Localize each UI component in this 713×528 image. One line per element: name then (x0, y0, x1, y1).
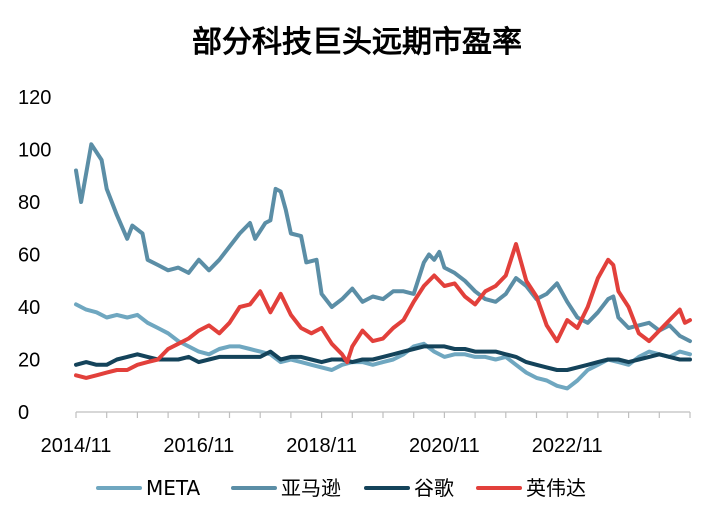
series-line-1 (74, 142, 692, 344)
chart-legend: META 亚马逊 谷歌 英伟达 (96, 476, 586, 500)
y-tick-label: 80 (18, 192, 40, 214)
legend-label: META (146, 476, 201, 500)
chart-title: 部分科技巨头远期市盈率 (192, 25, 522, 60)
series-layer (74, 142, 692, 391)
legend-label: 谷歌 (414, 476, 454, 500)
y-tick-label: 40 (18, 297, 40, 319)
x-tick-label: 2022/11 (532, 435, 603, 457)
x-tick-label: 2020/11 (409, 435, 480, 457)
y-tick-label: 0 (18, 402, 29, 424)
y-tick-label: 120 (18, 87, 51, 109)
x-tick-label: 2016/11 (163, 435, 234, 457)
y-tick-label: 20 (18, 350, 40, 372)
y-tick-label: 60 (18, 245, 40, 267)
x-tick-label: 2018/11 (286, 435, 357, 457)
series-line-2 (74, 344, 692, 372)
legend-label: 亚马逊 (281, 476, 341, 500)
series-line-3 (74, 242, 692, 380)
legend-label: 英伟达 (526, 476, 586, 500)
series-line-0 (74, 302, 692, 391)
y-tick-label: 100 (18, 140, 51, 162)
x-tick-label: 2014/11 (41, 435, 112, 457)
axes-layer: 0 20 40 60 80 100 120 2014/11 2016/11 2018/11 2020… (18, 87, 691, 457)
